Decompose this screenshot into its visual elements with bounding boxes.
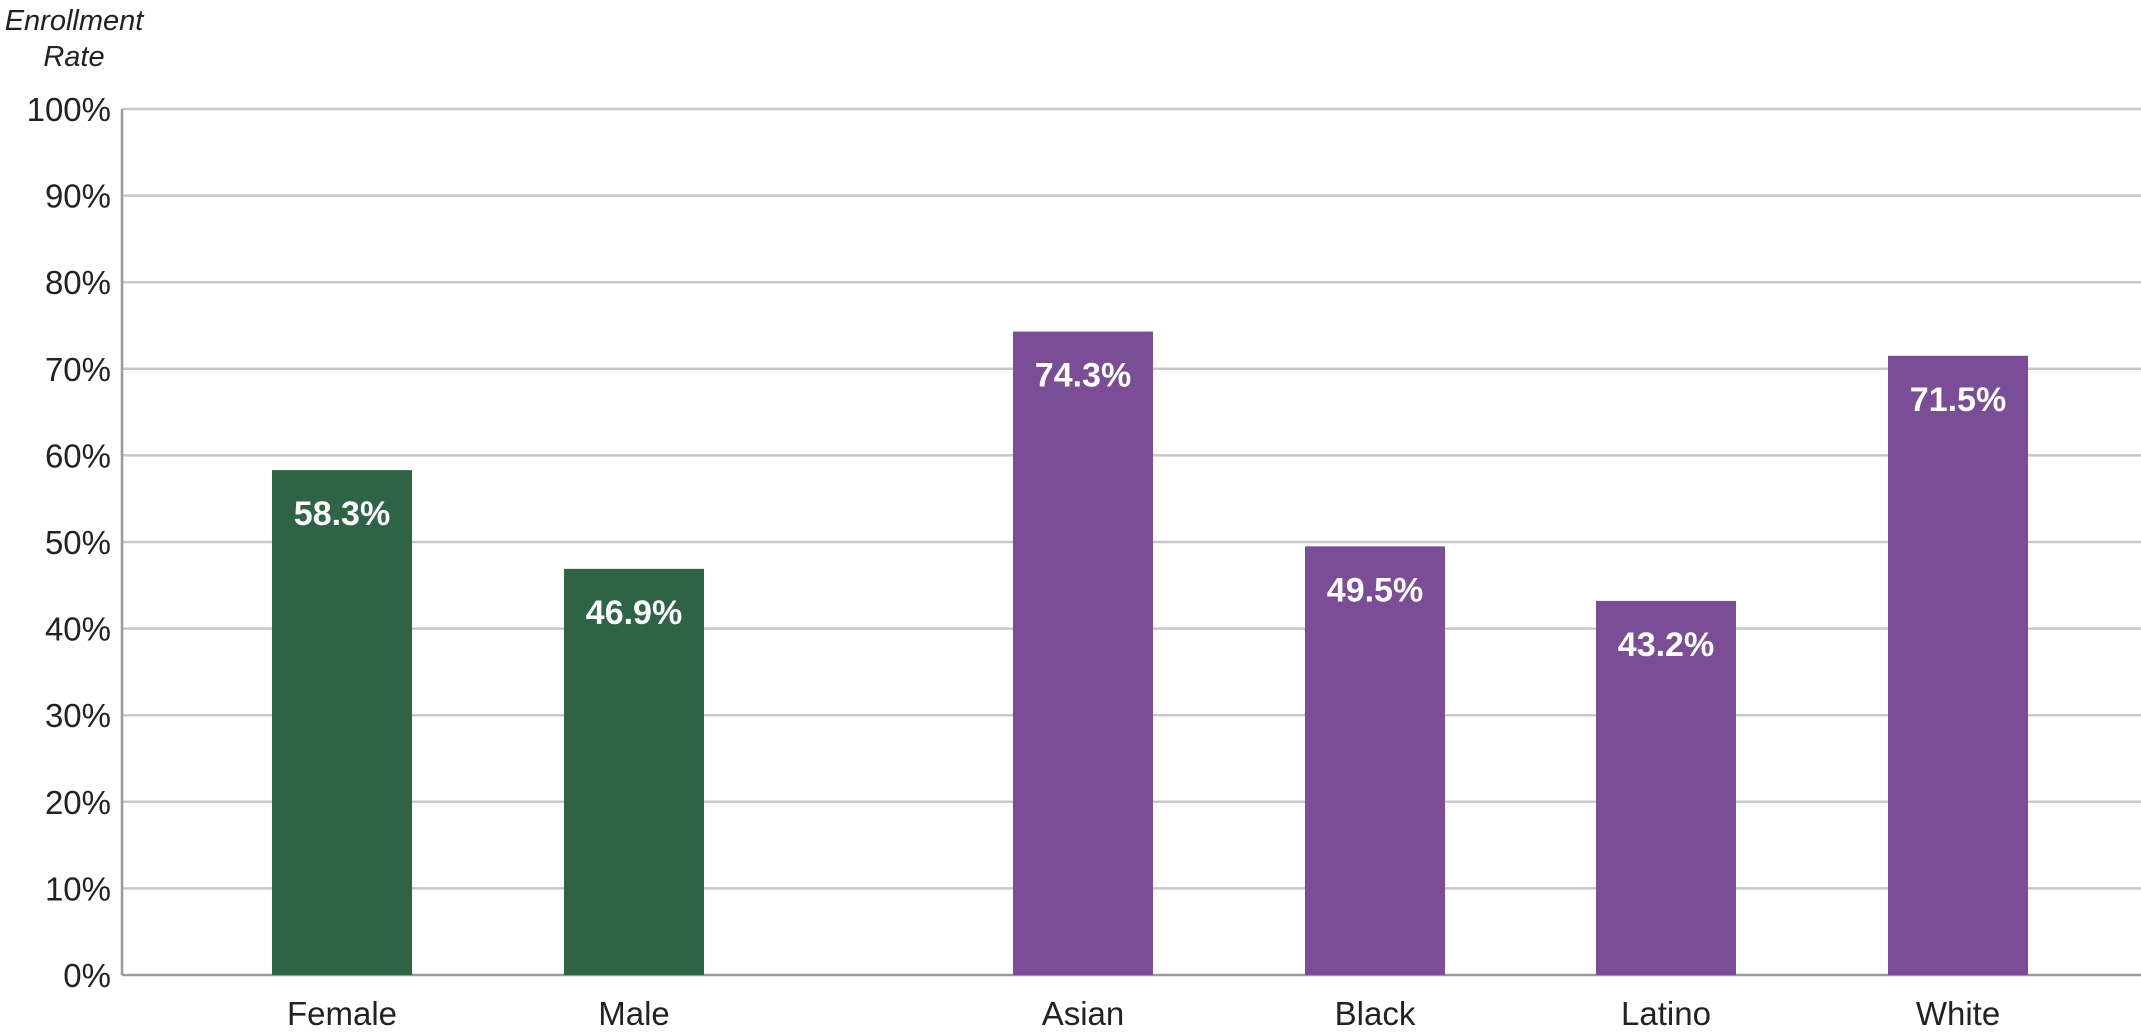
bar-asian — [1013, 331, 1153, 975]
y-axis-label-line-2: Rate — [43, 41, 104, 73]
y-tick-label: 60% — [45, 437, 111, 474]
data-label-black: 49.5% — [1327, 571, 1423, 609]
y-tick-label: 10% — [45, 870, 111, 907]
x-axis-labels: Female Male Asian Black Latino White — [287, 995, 2000, 1032]
data-label-asian: 74.3% — [1035, 357, 1131, 395]
bar-male — [564, 568, 704, 975]
y-tick-label: 100% — [27, 91, 111, 128]
data-label-female: 58.3% — [294, 495, 390, 533]
data-label-male: 46.9% — [586, 594, 682, 632]
x-tick-label-female: Female — [287, 995, 397, 1032]
bar-latino — [1596, 600, 1736, 975]
data-label-latino: 43.2% — [1618, 626, 1714, 664]
x-tick-label-white: White — [1916, 995, 2000, 1032]
data-label-white: 71.5% — [1910, 381, 2006, 419]
y-tick-label: 90% — [45, 178, 111, 215]
y-tick-label: 70% — [45, 351, 111, 388]
y-tick-label: 40% — [45, 611, 111, 648]
bar-black — [1305, 546, 1445, 975]
bar-white — [1888, 355, 2028, 975]
y-tick-label: 30% — [45, 697, 111, 734]
x-tick-label-male: Male — [598, 995, 670, 1032]
y-axis-label-line-1: Enrollment — [5, 5, 146, 37]
y-tick-label: 0% — [63, 957, 111, 994]
x-tick-label-latino: Latino — [1621, 995, 1711, 1032]
bar-female — [272, 470, 412, 975]
y-tick-label: 50% — [45, 524, 111, 561]
y-tick-label: 80% — [45, 264, 111, 301]
x-tick-label-black: Black — [1335, 995, 1416, 1032]
y-axis-ticks: 0% 10% 20% 30% 40% 50% 60% 70% 80% 90% 100% — [27, 91, 111, 994]
y-tick-label: 20% — [45, 784, 111, 821]
bars: 58.3% 46.9% 74.3% 49.5% 43.2% 71.5% — [272, 331, 2028, 975]
x-tick-label-asian: Asian — [1042, 995, 1125, 1032]
